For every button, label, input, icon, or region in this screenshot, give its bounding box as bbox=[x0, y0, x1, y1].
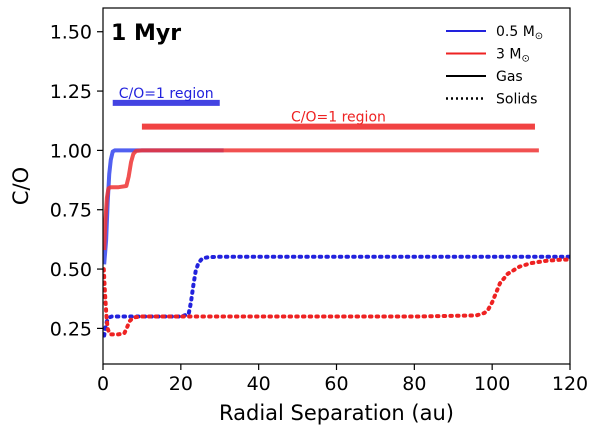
y-axis-label: C/O bbox=[9, 167, 33, 205]
y-tick-label-1: 0.50 bbox=[50, 259, 92, 281]
x-tick-label-1: 20 bbox=[169, 373, 193, 395]
x-tick-label-5: 100 bbox=[474, 373, 510, 395]
region-label-1: C/O=1 region bbox=[119, 86, 214, 102]
series-line-1 bbox=[103, 148, 224, 265]
legend-label-3: Gas bbox=[496, 69, 523, 85]
annotation-layer: C/O=1 region C/O=1 region bbox=[112, 86, 535, 130]
legend-label-4: Solids bbox=[496, 92, 537, 108]
tick-layer: 0 20 40 60 80 100 120 0.25 0.50 0.75 1.00 1.25 1.50 bbox=[50, 22, 588, 395]
y-tick-label-0: 0.25 bbox=[50, 318, 92, 340]
series-layer bbox=[103, 148, 570, 338]
series-line-4 bbox=[103, 257, 570, 337]
x-tick-label-2: 40 bbox=[247, 373, 271, 395]
x-axis-label: Radial Separation (au) bbox=[219, 401, 454, 425]
series-line-2 bbox=[103, 148, 539, 251]
series-line-3 bbox=[103, 254, 570, 338]
y-tick-label-2: 0.75 bbox=[50, 200, 92, 222]
y-tick-label-3: 1.00 bbox=[50, 140, 92, 162]
y-tick-label-5: 1.50 bbox=[50, 22, 92, 44]
chart-title: 1 Myr bbox=[111, 21, 181, 46]
x-tick-label-4: 80 bbox=[402, 373, 426, 395]
region-label-2: C/O=1 region bbox=[291, 110, 386, 126]
legend-label-1: 0.5 M⊙ bbox=[496, 24, 543, 42]
x-tick-label-0: 0 bbox=[97, 373, 109, 395]
legend: 0.5 M⊙ 3 M⊙ Gas Solids bbox=[446, 24, 543, 108]
x-tick-label-6: 120 bbox=[552, 373, 588, 395]
legend-label-2: 3 M⊙ bbox=[496, 47, 530, 65]
y-tick-label-4: 1.25 bbox=[50, 81, 92, 103]
x-tick-label-3: 60 bbox=[324, 373, 348, 395]
